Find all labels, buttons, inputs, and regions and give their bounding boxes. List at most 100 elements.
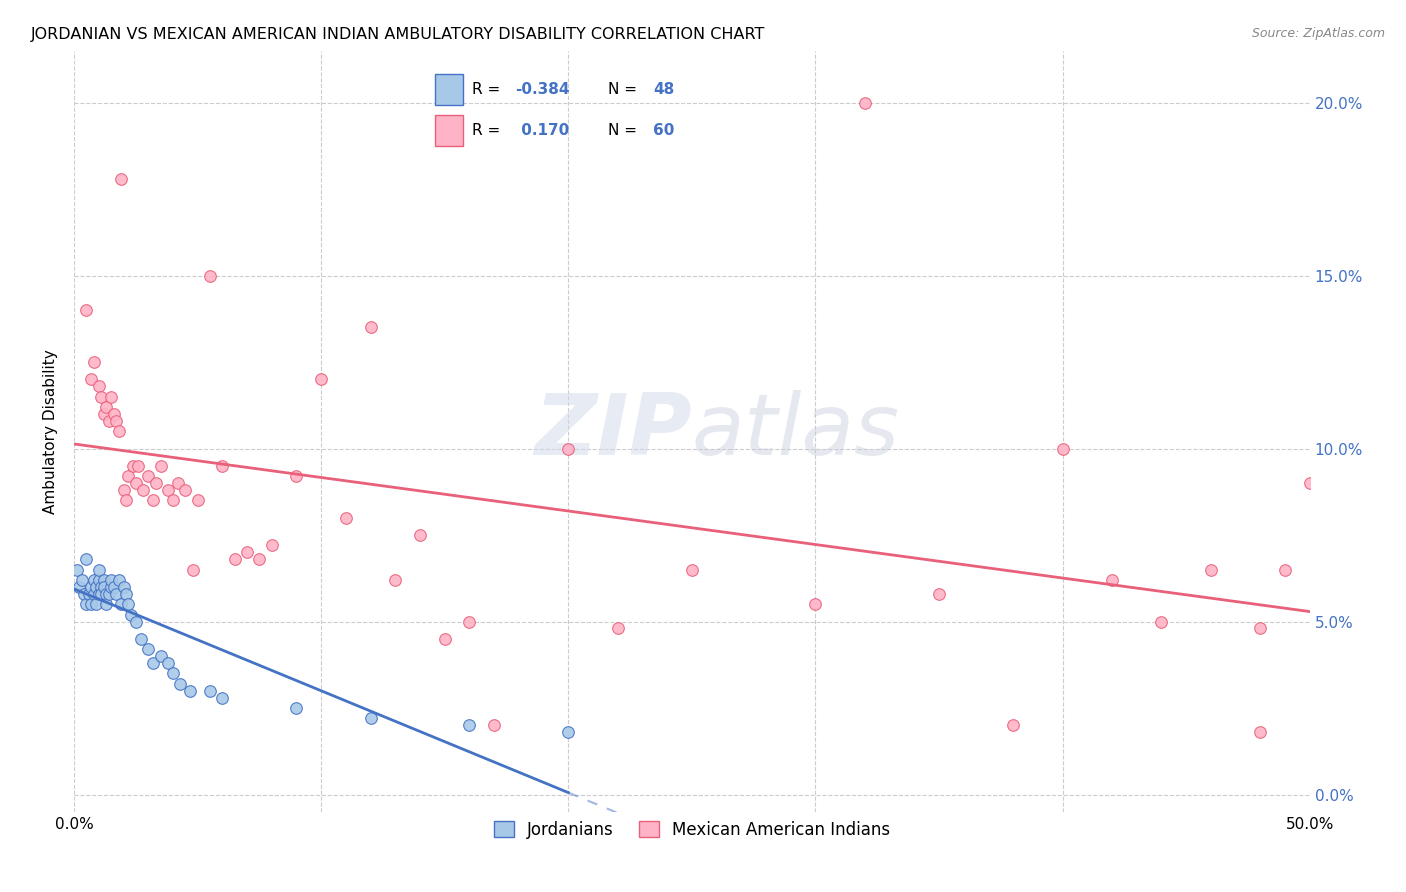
Point [162, 493, 184, 508]
Point [73, 587, 96, 601]
Point [80, 372, 103, 386]
Point [77, 587, 100, 601]
Point [198, 683, 221, 698]
Point [83, 355, 105, 369]
Point [97, 414, 120, 428]
Point [75, 552, 97, 566]
Point [96, 400, 118, 414]
Point [93, 580, 115, 594]
Point [167, 476, 190, 491]
Point [249, 552, 271, 566]
Point [174, 483, 197, 497]
Point [129, 632, 152, 646]
Point [458, 718, 481, 732]
Text: atlas: atlas [692, 390, 900, 473]
Point [83, 573, 105, 587]
Point [112, 483, 135, 497]
Point [136, 469, 159, 483]
Point [93, 573, 115, 587]
Point [90, 390, 112, 404]
Point [117, 469, 139, 483]
Point [100, 390, 122, 404]
Point [236, 545, 259, 559]
Point [360, 711, 382, 725]
Point [606, 622, 628, 636]
Point [97, 587, 120, 601]
Point [142, 656, 165, 670]
Point [90, 587, 112, 601]
Point [1298, 476, 1320, 491]
Point [409, 528, 432, 542]
Point [125, 615, 148, 629]
Point [211, 690, 233, 705]
Point [1052, 442, 1074, 456]
Point [804, 597, 827, 611]
Point [65, 563, 87, 577]
Point [125, 476, 148, 491]
Point [115, 587, 138, 601]
Text: ZIP: ZIP [534, 390, 692, 473]
Point [100, 580, 122, 594]
Legend: Jordanians, Mexican American Indians: Jordanians, Mexican American Indians [486, 814, 897, 846]
Point [260, 539, 283, 553]
Point [86, 580, 108, 594]
Point [86, 597, 108, 611]
Point [335, 510, 357, 524]
Point [285, 701, 308, 715]
Point [90, 580, 112, 594]
Point [149, 458, 172, 473]
Point [1150, 615, 1173, 629]
Point [103, 580, 125, 594]
Point [112, 580, 135, 594]
Point [75, 303, 97, 318]
Point [122, 458, 145, 473]
Point [96, 597, 118, 611]
Point [360, 320, 382, 334]
Point [181, 563, 204, 577]
Point [105, 414, 128, 428]
Point [110, 597, 132, 611]
Point [105, 587, 128, 601]
Point [309, 372, 332, 386]
Point [198, 268, 221, 283]
Point [107, 424, 129, 438]
Point [1249, 725, 1271, 739]
Point [93, 407, 115, 421]
Point [75, 597, 97, 611]
Point [211, 458, 233, 473]
Point [115, 493, 138, 508]
Point [70, 573, 93, 587]
Point [100, 573, 122, 587]
Point [145, 476, 167, 491]
Point [87, 573, 110, 587]
Point [285, 469, 308, 483]
Point [853, 95, 876, 110]
Point [224, 552, 246, 566]
Point [83, 587, 105, 601]
Text: JORDANIAN VS MEXICAN AMERICAN INDIAN AMBULATORY DISABILITY CORRELATION CHART: JORDANIAN VS MEXICAN AMERICAN INDIAN AMB… [31, 27, 765, 42]
Point [132, 483, 155, 497]
Point [156, 656, 179, 670]
Point [482, 718, 505, 732]
Point [557, 442, 579, 456]
Point [107, 573, 129, 587]
Point [103, 407, 125, 421]
Point [162, 666, 184, 681]
Point [169, 677, 191, 691]
Point [80, 580, 103, 594]
Point [142, 493, 165, 508]
Text: Source: ZipAtlas.com: Source: ZipAtlas.com [1251, 27, 1385, 40]
Point [117, 597, 139, 611]
Point [127, 458, 149, 473]
Point [1101, 573, 1123, 587]
Point [433, 632, 456, 646]
Point [1249, 622, 1271, 636]
Point [87, 379, 110, 393]
Point [1199, 563, 1222, 577]
Point [458, 615, 481, 629]
Point [156, 483, 179, 497]
Y-axis label: Ambulatory Disability: Ambulatory Disability [44, 349, 58, 514]
Point [87, 563, 110, 577]
Point [80, 597, 103, 611]
Point [179, 683, 201, 698]
